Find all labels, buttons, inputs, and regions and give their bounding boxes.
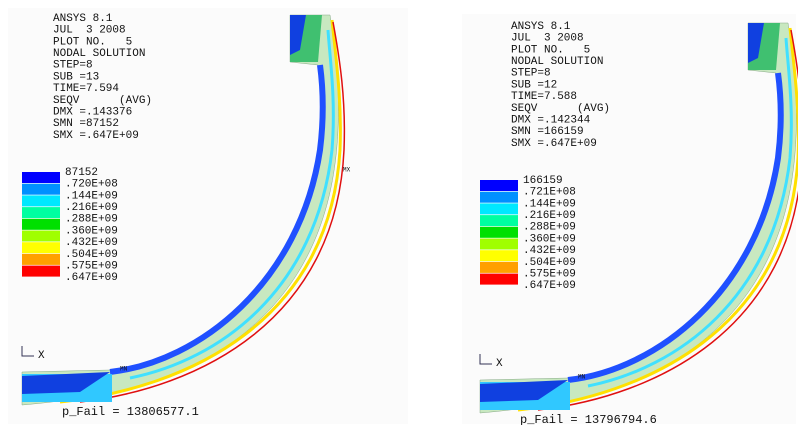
legend-label: .216E+09: [523, 210, 576, 222]
max-label: MX: [343, 167, 351, 174]
header-line: SMX =.647E+09: [511, 138, 597, 150]
header-line: SMN =87152: [53, 118, 119, 130]
legend-swatch: [22, 219, 60, 230]
legend-label: .216E+09: [65, 202, 118, 214]
legend-label: .144E+09: [523, 198, 576, 210]
legend-swatch: [480, 203, 518, 214]
legend-label: .288E+09: [65, 214, 118, 226]
legend-label: .647E+09: [65, 272, 118, 284]
min-label: MN: [578, 374, 586, 381]
header-line: ANSYS 8.1: [53, 13, 113, 25]
legend-label: .575E+09: [523, 269, 576, 281]
legend-label: .144E+09: [65, 190, 118, 202]
legend-label: 87152: [65, 167, 98, 179]
legend-swatch: [480, 250, 518, 261]
header-line: STEP=8: [53, 60, 93, 72]
legend-swatch: [480, 274, 518, 285]
legend-swatch: [22, 242, 60, 253]
legend-label: .504E+09: [523, 257, 576, 269]
axis-label: X: [38, 350, 45, 362]
header-line: SUB =12: [511, 79, 557, 91]
legend-label: .360E+09: [65, 225, 118, 237]
legend-label: .720E+08: [65, 179, 118, 191]
legend-swatch: [480, 227, 518, 238]
footer: p_Fail = 13796794.6: [520, 413, 657, 425]
header-line: NODAL SOLUTION: [53, 48, 145, 60]
legend-label: .432E+09: [65, 237, 118, 249]
header-line: DMX =.143376: [53, 107, 132, 119]
legend-label: .575E+09: [65, 261, 118, 273]
min-label: MN: [120, 366, 128, 373]
header-line: STEP=8: [511, 68, 551, 80]
header-line: ANSYS 8.1: [511, 21, 571, 33]
legend-swatch: [22, 254, 60, 265]
header-line: JUL 3 2008: [511, 33, 584, 45]
legend-label: .288E+09: [523, 222, 576, 234]
header-line: JUL 3 2008: [53, 25, 126, 37]
figure: ANSYS 8.1JUL 3 2008PLOT NO. 5NODAL SOLUT…: [0, 0, 798, 425]
legend-label: .647E+09: [523, 280, 576, 292]
legend-swatch: [22, 207, 60, 218]
header-line: SEQV (AVG): [511, 103, 610, 115]
header-line: SMN =166159: [511, 126, 584, 138]
header-line: TIME=7.588: [511, 91, 577, 103]
legend-label: .721E+08: [523, 187, 576, 199]
header-line: NODAL SOLUTION: [511, 56, 603, 68]
header-line: SEQV (AVG): [53, 95, 152, 107]
legend-swatch: [480, 239, 518, 250]
header-line: DMX =.142344: [511, 115, 591, 127]
legend-swatch: [22, 231, 60, 242]
legend-label: .360E+09: [523, 233, 576, 245]
header-line: TIME=7.594: [53, 83, 119, 95]
header-line: PLOT NO. 5: [53, 36, 132, 48]
legend-swatch: [480, 262, 518, 273]
axis-label: X: [496, 358, 503, 370]
legend-swatch: [480, 192, 518, 203]
legend-swatch: [22, 172, 60, 183]
header-line: SMX =.647E+09: [53, 130, 139, 142]
legend-label: .504E+09: [65, 249, 118, 261]
legend-label: 166159: [523, 175, 563, 187]
header-line: PLOT NO. 5: [511, 44, 590, 56]
footer: p_Fail = 13806577.1: [62, 405, 199, 419]
legend-swatch: [22, 266, 60, 277]
legend-swatch: [22, 184, 60, 195]
legend-swatch: [22, 195, 60, 206]
header-line: SUB =13: [53, 71, 99, 83]
legend-label: .432E+09: [523, 245, 576, 257]
legend-swatch: [480, 180, 518, 191]
legend-swatch: [480, 215, 518, 226]
